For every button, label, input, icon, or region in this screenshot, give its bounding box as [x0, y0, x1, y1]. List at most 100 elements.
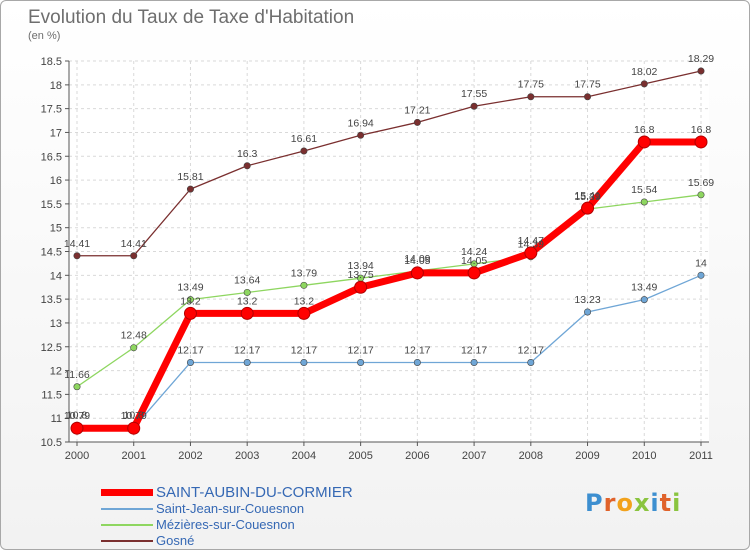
data-point	[186, 358, 194, 366]
data-point	[640, 80, 648, 88]
data-label: 14.39	[518, 239, 544, 251]
axes: 10.5 11 11.5 12 12.5 13 13.5 14 14.5 15 15.5 16 16.5…	[41, 56, 713, 462]
data-label: 15.69	[688, 177, 714, 189]
data-point	[697, 191, 705, 199]
y-tick-label: 11	[51, 413, 62, 425]
data-label: 14.05	[461, 255, 487, 267]
data-label: 13.2	[237, 295, 258, 307]
y-tick-label: 17	[50, 127, 62, 139]
x-tick-label: 2004	[292, 450, 316, 462]
x-tick-label: 2010	[632, 450, 656, 462]
logo-letter: P	[585, 489, 604, 517]
x-tick-label: 2007	[462, 450, 486, 462]
data-point	[70, 421, 84, 435]
legend-label: Saint-Jean-sur-Couesnon	[156, 501, 305, 516]
data-label: 16.8	[691, 124, 712, 136]
logo-letter: i	[650, 489, 660, 517]
logo-letter: t	[659, 489, 673, 517]
data-label: 18.02	[631, 66, 657, 78]
data-point	[354, 280, 368, 294]
data-label: 12.48	[121, 330, 147, 342]
data-point	[640, 198, 648, 206]
data-point	[527, 93, 535, 101]
data-label: 12.17	[234, 344, 260, 356]
data-label: 14.41	[64, 238, 90, 250]
data-point	[130, 344, 138, 352]
data-point	[584, 93, 592, 101]
data-point	[186, 185, 194, 193]
series-line	[77, 70, 702, 257]
data-label: 14.09	[404, 253, 430, 265]
data-label: 17.21	[404, 104, 430, 116]
data-label: 18.29	[688, 53, 714, 65]
data-label: 14.41	[121, 238, 147, 250]
y-tick-label: 12.5	[41, 342, 62, 354]
data-label: 13.49	[177, 282, 203, 294]
data-point	[470, 358, 478, 366]
legend-label: SAINT-AUBIN-DU-CORMIER	[156, 484, 353, 501]
x-tick-label: 2005	[348, 450, 372, 462]
x-tick-label: 2008	[519, 450, 543, 462]
x-tick-label: 2002	[178, 450, 202, 462]
data-label: 17.75	[574, 79, 600, 91]
data-point	[243, 162, 251, 170]
data-point	[637, 135, 651, 149]
data-point	[413, 358, 421, 366]
data-point	[300, 281, 308, 289]
data-point	[73, 383, 81, 391]
y-tick-label: 11.5	[41, 389, 62, 401]
logo-letter: r	[603, 489, 617, 517]
data-point	[581, 201, 595, 215]
data-point	[697, 271, 705, 279]
data-point	[127, 421, 141, 435]
data-label: 12.17	[404, 344, 430, 356]
data-point	[300, 147, 308, 155]
data-point	[130, 252, 138, 260]
y-tick-label: 14.5	[41, 247, 62, 259]
data-label: 10.8	[67, 410, 88, 422]
data-label: 12.17	[347, 344, 373, 356]
data-point	[697, 67, 705, 75]
data-label: 10.79	[121, 410, 147, 422]
legend-swatch	[101, 508, 153, 510]
data-label: 13.49	[631, 282, 657, 294]
x-tick-label: 2006	[405, 450, 429, 462]
proxiti-logo: Proxiti	[585, 489, 681, 517]
x-tick-label: 2009	[575, 450, 599, 462]
data-label: 17.75	[518, 79, 544, 91]
y-tick-label: 16.5	[41, 151, 62, 163]
y-tick-label: 18	[50, 80, 62, 92]
data-label: 13.75	[347, 269, 373, 281]
y-tick-label: 13	[50, 318, 62, 330]
series-line	[77, 138, 701, 432]
data-point	[186, 296, 194, 304]
data-label: 12.17	[461, 344, 487, 356]
data-point	[694, 135, 708, 149]
legend-label: Mézières-sur-Couesnon	[156, 517, 295, 532]
data-point	[183, 306, 197, 320]
data-label: 16.8	[634, 124, 655, 136]
data-label: 13.2	[294, 295, 315, 307]
data-point	[357, 358, 365, 366]
y-tick-label: 16	[50, 175, 62, 187]
data-label: 16.3	[237, 148, 258, 160]
data-point	[584, 308, 592, 316]
logo-letter: o	[616, 489, 634, 517]
data-label: 16.94	[347, 117, 373, 129]
y-tick-label: 14	[50, 270, 62, 282]
data-label: 12.17	[291, 344, 317, 356]
data-label: 13.79	[291, 267, 317, 279]
data-label: 14.24	[461, 246, 487, 258]
x-tick-label: 2003	[235, 450, 259, 462]
data-label: 13.2	[180, 295, 201, 307]
data-label: 15.39	[574, 191, 600, 203]
y-tick-label: 15	[50, 223, 62, 235]
data-label: 12.17	[518, 344, 544, 356]
data-label: 17.55	[461, 88, 487, 100]
x-tick-label: 2011	[689, 450, 713, 462]
data-label: 15.81	[177, 171, 203, 183]
y-tick-label: 17.5	[41, 104, 62, 116]
